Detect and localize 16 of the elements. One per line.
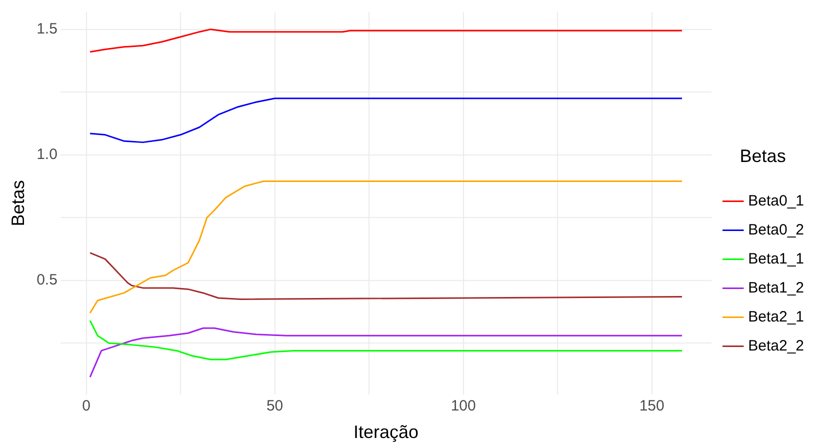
x-tick-label: 0	[82, 398, 90, 415]
x-tick-label: 150	[639, 398, 664, 415]
legend-label: Beta0_1	[748, 192, 804, 210]
legend-label: Beta1_2	[748, 279, 804, 296]
y-tick-label: 1.5	[36, 20, 58, 38]
legend-label: Beta0_2	[748, 221, 804, 238]
x-tick-label: 50	[266, 398, 284, 415]
y-axis-title: Betas	[8, 180, 28, 226]
y-tick-label: 0.5	[36, 272, 58, 289]
legend-label: Beta2_2	[748, 337, 804, 354]
legend-title: Betas	[740, 146, 786, 166]
x-tick-label: 100	[450, 398, 476, 415]
x-axis-title: Iteração	[354, 422, 419, 442]
legend-label: Beta1_1	[748, 250, 804, 268]
legend-label: Beta2_1	[748, 308, 804, 326]
y-tick-label: 1.0	[36, 146, 58, 164]
